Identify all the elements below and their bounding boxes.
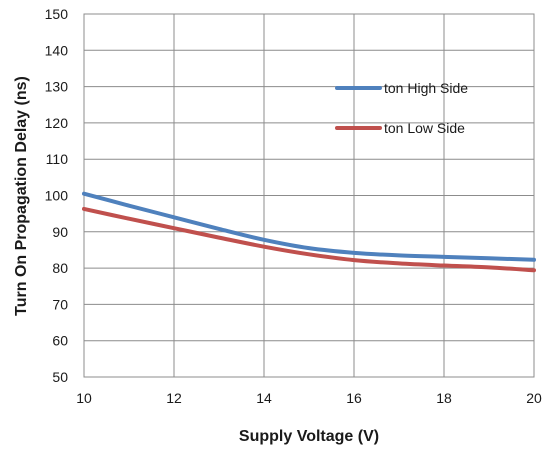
y-tick-label: 80: [52, 260, 68, 276]
y-tick-label: 60: [52, 333, 68, 349]
x-tick-label: 14: [256, 390, 272, 406]
x-axis-title: Supply Voltage (V): [239, 428, 379, 445]
legend: ton High Side ton Low Side: [335, 80, 468, 136]
y-tick-label: 130: [45, 79, 69, 95]
y-tick-label: 140: [45, 42, 69, 58]
y-tick-label: 100: [45, 188, 69, 204]
series-line-ton-high-side: [82, 191, 536, 262]
series-line-ton-low-side: [82, 206, 536, 273]
legend-label: ton High Side: [384, 80, 468, 96]
x-tick-label: 12: [166, 390, 182, 406]
x-tick-label: 20: [526, 390, 542, 406]
y-tick-label: 70: [52, 296, 68, 312]
x-tick-label: 16: [346, 390, 362, 406]
y-tick-label: 90: [52, 224, 68, 240]
y-axis-title: Turn On Propagation Delay (ns): [13, 76, 30, 316]
y-tick-label: 50: [52, 369, 68, 385]
x-tick-label: 10: [76, 390, 92, 406]
y-axis-ticks: 50 60 70 80 90 100 110 120 130 140 150: [45, 6, 69, 385]
y-tick-label: 150: [45, 6, 69, 22]
legend-label: ton Low Side: [384, 120, 465, 136]
y-tick-label: 120: [45, 115, 69, 131]
x-tick-label: 18: [436, 390, 452, 406]
x-axis-ticks: 10 12 14 16 18 20: [76, 390, 542, 406]
series-layer: [82, 191, 536, 273]
y-tick-label: 110: [46, 151, 69, 167]
